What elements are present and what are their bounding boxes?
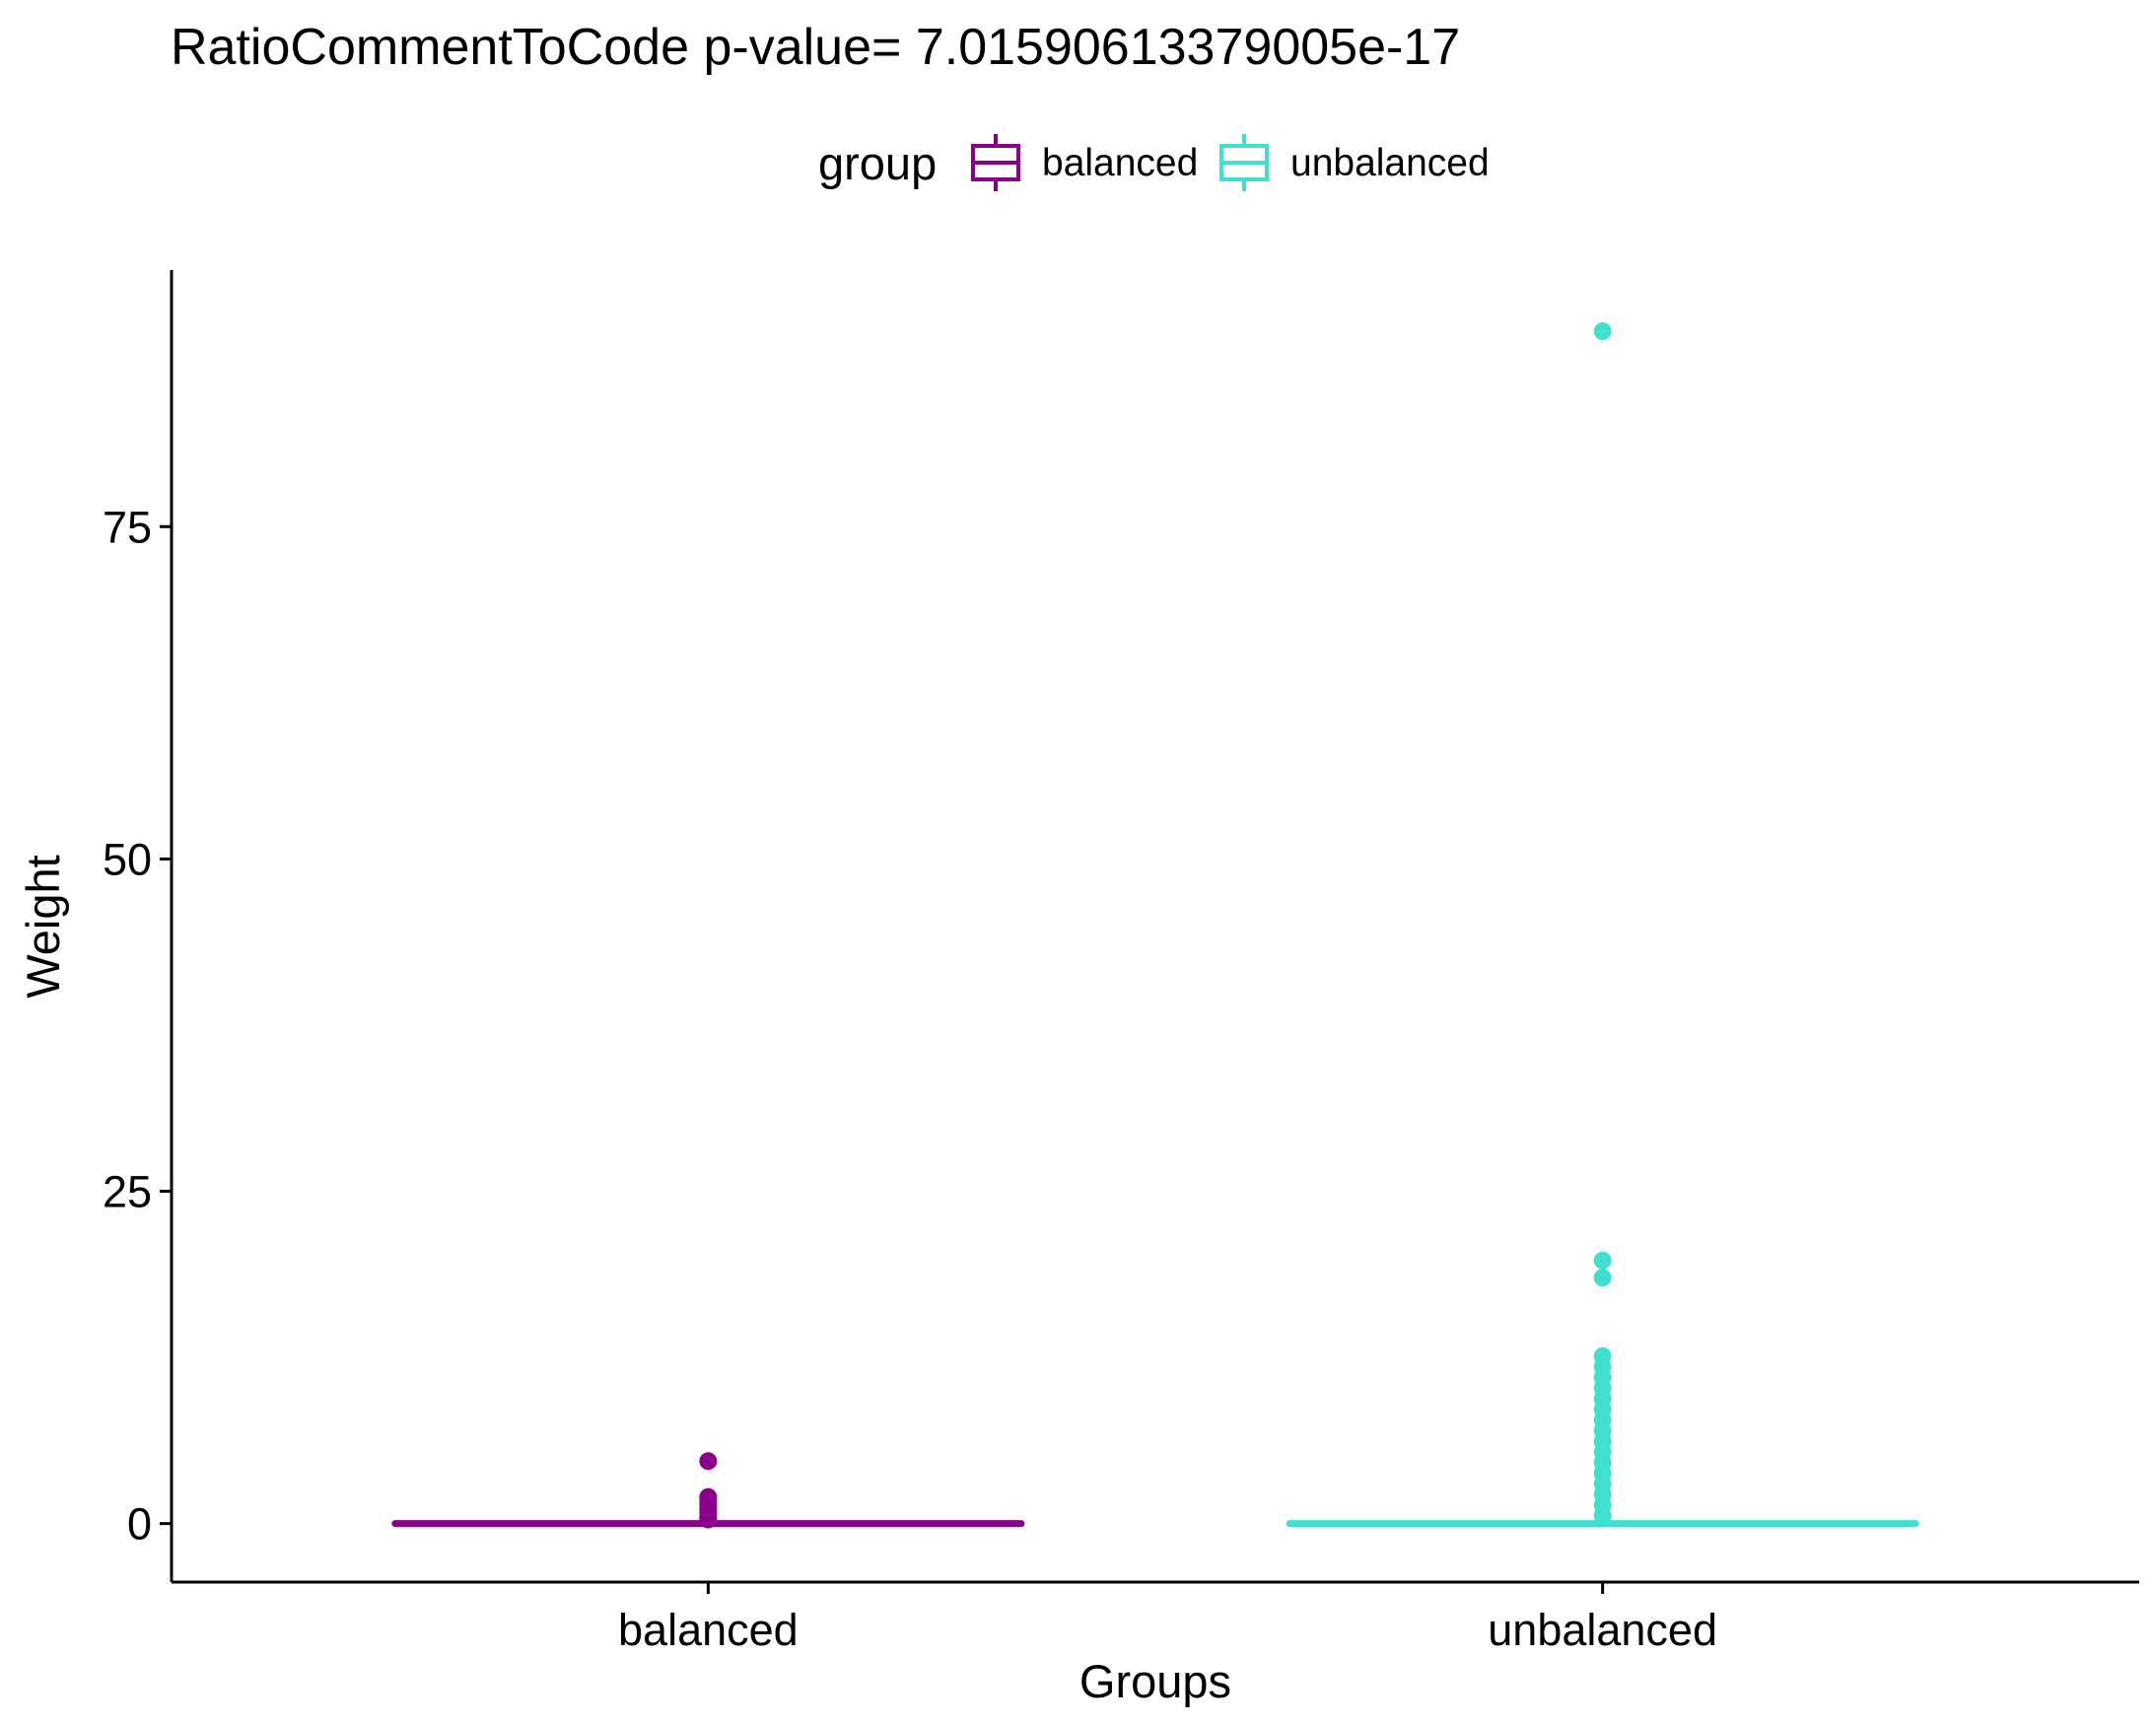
x-axis-title: Groups	[1079, 1655, 1231, 1707]
outlier-point	[1593, 1506, 1612, 1525]
legend-label: balanced	[1042, 142, 1198, 184]
legend-label: unbalanced	[1290, 142, 1490, 184]
chart-title: RatioCommentToCode p-value= 7.0159061337…	[171, 19, 1460, 76]
legend-key-balanced: balanced	[971, 134, 1198, 191]
y-tick-label: 75	[103, 502, 152, 552]
box-unbalanced	[1286, 322, 1919, 1528]
x-tick-label: balanced	[618, 1605, 799, 1655]
outlier-point	[699, 1510, 718, 1529]
legend-title: group	[818, 137, 937, 189]
outlier-point	[1593, 1269, 1612, 1287]
plot-area	[391, 322, 1919, 1529]
y-tick-label: 25	[103, 1167, 152, 1217]
y-tick-label: 0	[127, 1499, 152, 1550]
box-balanced	[391, 1452, 1025, 1529]
y-axis-title: Weight	[17, 855, 69, 998]
y-axis-ticks: 0 25 50 75	[103, 502, 172, 1550]
outlier-point	[699, 1452, 718, 1471]
legend-key-unbalanced: unbalanced	[1219, 134, 1490, 191]
x-tick-label: unbalanced	[1488, 1605, 1717, 1655]
outlier-point	[1593, 322, 1612, 341]
legend: group balanced unbalanced	[818, 134, 1490, 191]
outlier-point	[1593, 1251, 1612, 1270]
y-tick-label: 50	[103, 834, 152, 884]
x-axis-ticks: balanced unbalanced	[618, 1582, 1717, 1655]
